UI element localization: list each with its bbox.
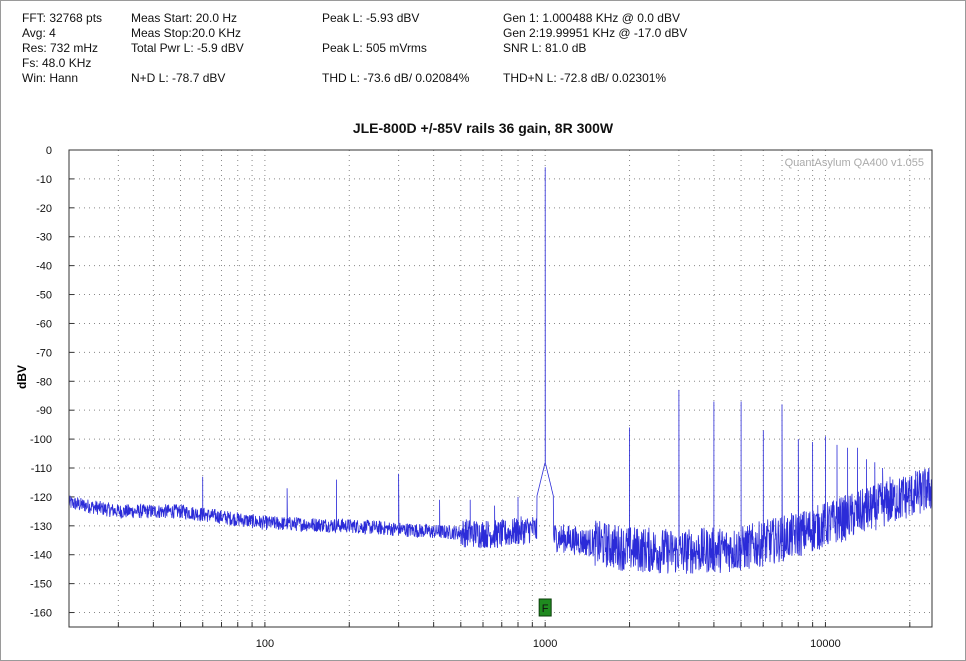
y-tick-label: -20 (36, 203, 52, 215)
plot-border (68, 149, 933, 628)
thdn-info: THD+N L: -72.8 dB/ 0.02301% (503, 71, 667, 85)
meas-stop-info: Meas Stop:20.0 KHz (131, 26, 242, 40)
win-info: Win: Hann (22, 71, 79, 85)
y-tick-label: 0 (46, 145, 52, 157)
meas-start-info: Meas Start: 20.0 Hz (131, 11, 238, 25)
watermark: QuantAsylum QA400 v1.055 (785, 157, 924, 169)
res-info: Res: 732 mHz (22, 41, 99, 55)
x-tick-label: 1000 (533, 638, 557, 650)
y-tick-label: -80 (36, 376, 52, 388)
snr-info: SNR L: 81.0 dB (503, 41, 587, 55)
avg-info: Avg: 4 (22, 26, 56, 40)
peak-mv-info: Peak L: 505 mVrms (322, 41, 427, 55)
fundamental-marker-label: F (542, 603, 549, 615)
y-tick-label: -160 (30, 608, 52, 620)
y-tick-label: -30 (36, 232, 52, 244)
y-tick-label: -130 (30, 521, 52, 533)
fs-info: Fs: 48.0 KHz (22, 56, 92, 70)
x-ticks: 100 1000 10000 (68, 622, 911, 650)
spectrum-trace (68, 167, 933, 574)
fft-info: FFT: 32768 pts (22, 11, 103, 25)
y-tick-label: -40 (36, 261, 52, 273)
y-tick-label: -60 (36, 318, 52, 330)
grid (68, 149, 932, 627)
y-tick-label: -100 (30, 434, 52, 446)
x-tick-label: 100 (256, 638, 274, 650)
x-tick-label: 10000 (810, 638, 841, 650)
y-ticks: 0 -10 -20 -30 -40 -50 -60 -70 -80 -90 -100 -110 -120… (30, 145, 74, 620)
y-tick-label: -70 (36, 347, 52, 359)
y-tick-label: -50 (36, 290, 52, 302)
fundamental-marker-box (538, 598, 552, 617)
y-tick-label: -120 (30, 492, 52, 504)
y-tick-label: -110 (31, 463, 52, 475)
peak-dbv-info: Peak L: -5.93 dBV (322, 11, 420, 25)
gen1-info: Gen 1: 1.000488 KHz @ 0.0 dBV (503, 11, 680, 25)
fundamental-marker[interactable]: F (538, 598, 552, 617)
nd-info: N+D L: -78.7 dBV (131, 71, 226, 85)
y-tick-label: -140 (30, 550, 52, 562)
chart-title: JLE-800D +/-85V rails 36 gain, 8R 300W (352, 120, 614, 136)
thd-info: THD L: -73.6 dB/ 0.02084% (322, 71, 470, 85)
y-tick-label: -150 (30, 579, 52, 591)
gen2-info: Gen 2:19.99951 KHz @ -17.0 dBV (503, 26, 688, 40)
total-pwr-info: Total Pwr L: -5.9 dBV (131, 41, 244, 55)
y-tick-label: -90 (36, 405, 52, 417)
y-tick-label: -10 (36, 174, 52, 186)
